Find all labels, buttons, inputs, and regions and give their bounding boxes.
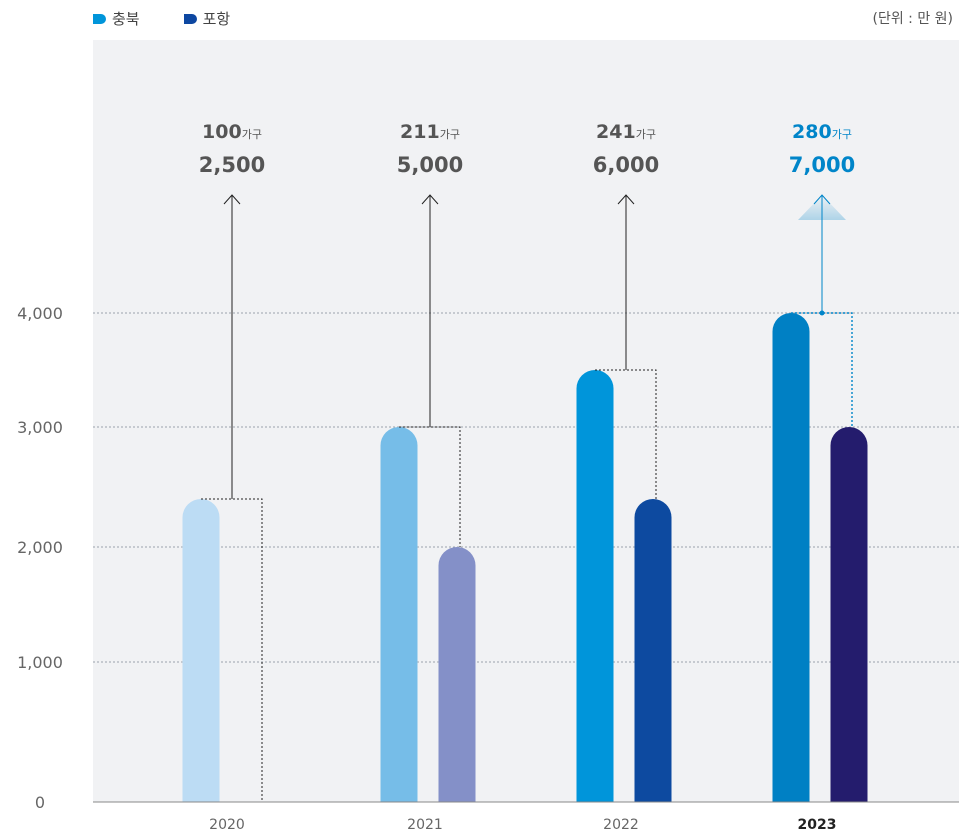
bar-chungbuk-2023 [772, 313, 810, 802]
annotation-value-2021: 5,000 [397, 153, 463, 177]
legend-item-pohang: 포항 [183, 8, 231, 29]
x-tick-label-2022: 2022 [603, 817, 639, 833]
y-tick-label: 0 [35, 793, 45, 812]
arrow-head-2023 [813, 194, 831, 205]
connector-dotted-2023 [791, 312, 853, 427]
x-tick-label-2020: 2020 [209, 817, 245, 833]
y-tick-label: 2,000 [17, 538, 63, 557]
bar-chungbuk-2021 [380, 427, 418, 802]
legend-label-pohang: 포항 [202, 10, 231, 28]
arrow-head-2022 [617, 194, 635, 205]
annotation-value-2020: 2,500 [199, 153, 265, 177]
annotation-count-2021: 211가구 [400, 121, 460, 143]
y-tick-label: 4,000 [17, 304, 63, 323]
legend-item-chungbuk: 충북 [93, 8, 140, 29]
annotation-count-2023: 280가구 [792, 121, 852, 143]
legend-label-chungbuk: 충북 [112, 10, 140, 28]
connector-dotted-2020 [201, 498, 263, 802]
x-tick-label-2021: 2021 [407, 817, 443, 833]
annotation-count-2022: 241가구 [596, 121, 656, 143]
connector-dotted-2022 [595, 369, 657, 499]
bar-chungbuk-2022 [576, 370, 614, 802]
legend-swatch-pohang [183, 13, 197, 24]
bar-pohang-2021 [438, 547, 476, 802]
annotation-count-2020: 100가구 [202, 121, 262, 143]
x-tick-label-2023: 2023 [798, 817, 837, 833]
plot-background [93, 40, 959, 802]
legend-swatch-chungbuk [93, 13, 106, 24]
y-tick-label: 1,000 [17, 653, 63, 672]
bar-pohang-2023 [830, 427, 868, 802]
arrow-head-2021 [421, 194, 439, 205]
connector-dotted-2021 [399, 426, 461, 547]
unit-label: (단위 : 만 원) [872, 11, 953, 27]
arrow-head-2020 [223, 194, 241, 205]
bar-pohang-2022 [634, 499, 672, 802]
y-tick-label: 3,000 [17, 418, 63, 437]
annotation-value-2022: 6,000 [593, 153, 659, 177]
annotation-value-2023: 7,000 [789, 153, 855, 177]
legend: 충북 포항 [93, 8, 230, 29]
bar-chungbuk-2020 [182, 499, 220, 802]
